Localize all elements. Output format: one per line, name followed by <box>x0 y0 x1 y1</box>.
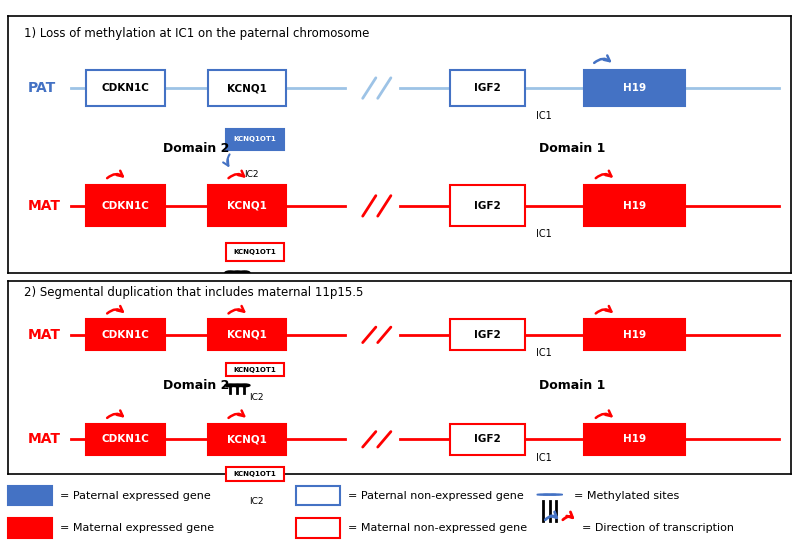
Text: KCNQ1OT1: KCNQ1OT1 <box>233 367 276 373</box>
Text: KCNQ1OT1: KCNQ1OT1 <box>233 249 276 255</box>
Bar <box>225 468 284 481</box>
Text: IC2: IC2 <box>244 170 259 179</box>
Circle shape <box>239 488 250 491</box>
Circle shape <box>225 271 236 275</box>
Text: Domain 1: Domain 1 <box>539 379 605 392</box>
Text: IGF2: IGF2 <box>475 201 501 211</box>
Circle shape <box>239 384 250 387</box>
Circle shape <box>232 271 243 275</box>
Bar <box>451 185 525 226</box>
Text: Domain 2: Domain 2 <box>163 142 229 155</box>
Text: Domain 2: Domain 2 <box>163 379 229 392</box>
Text: H19: H19 <box>623 83 646 93</box>
Bar <box>225 243 284 261</box>
Text: H19: H19 <box>623 330 646 340</box>
Text: = Methylated sites: = Methylated sites <box>574 491 680 501</box>
Text: H19: H19 <box>623 201 646 211</box>
Bar <box>208 185 286 226</box>
Circle shape <box>225 384 236 387</box>
Text: IC1: IC1 <box>536 348 552 358</box>
Text: = Paternal non-expressed gene: = Paternal non-expressed gene <box>348 491 523 501</box>
Bar <box>583 185 686 226</box>
Text: KCNQ1: KCNQ1 <box>227 201 267 211</box>
Text: IC2: IC2 <box>249 498 264 506</box>
Text: CDKN1C: CDKN1C <box>101 83 149 93</box>
Bar <box>225 129 284 149</box>
Bar <box>583 70 686 106</box>
Bar <box>451 70 525 106</box>
Text: IGF2: IGF2 <box>475 434 501 444</box>
Bar <box>296 518 340 537</box>
Bar <box>296 486 340 506</box>
Bar <box>451 424 525 455</box>
Bar <box>583 424 686 455</box>
Text: IGF2: IGF2 <box>475 330 501 340</box>
Text: IC1: IC1 <box>536 111 552 121</box>
Circle shape <box>543 494 556 495</box>
Bar <box>451 319 525 350</box>
Circle shape <box>232 488 243 491</box>
Text: KCNQ1: KCNQ1 <box>227 434 267 444</box>
Bar <box>86 319 165 350</box>
Circle shape <box>232 384 243 387</box>
Bar <box>208 70 286 106</box>
Text: H19: H19 <box>623 434 646 444</box>
Text: PAT: PAT <box>27 81 56 95</box>
Text: KCNQ1OT1: KCNQ1OT1 <box>233 471 276 477</box>
Bar <box>86 424 165 455</box>
Text: IC2: IC2 <box>249 393 264 402</box>
Bar <box>225 363 284 377</box>
Text: MAT: MAT <box>27 328 61 342</box>
Bar <box>208 319 286 350</box>
Text: IC1: IC1 <box>536 229 552 239</box>
Text: MAT: MAT <box>27 199 61 213</box>
Text: CDKN1C: CDKN1C <box>101 434 149 444</box>
Text: 2) Segmental duplication that includes maternal 11p15.5: 2) Segmental duplication that includes m… <box>24 287 363 300</box>
Text: 1) Loss of methylation at IC1 on the paternal chromosome: 1) Loss of methylation at IC1 on the pat… <box>24 27 369 40</box>
Text: KCNQ1: KCNQ1 <box>227 83 267 93</box>
Bar <box>8 486 52 506</box>
Text: = Maternal expressed gene: = Maternal expressed gene <box>60 523 214 533</box>
Bar <box>583 319 686 350</box>
Text: CDKN1C: CDKN1C <box>101 330 149 340</box>
Text: KCNQ1OT1: KCNQ1OT1 <box>233 136 276 142</box>
Bar <box>86 70 165 106</box>
Text: = Paternal expressed gene: = Paternal expressed gene <box>60 491 211 501</box>
Bar <box>208 424 286 455</box>
Bar <box>8 518 52 537</box>
Circle shape <box>537 494 550 495</box>
Text: = Maternal non-expressed gene: = Maternal non-expressed gene <box>348 523 527 533</box>
Circle shape <box>239 271 250 275</box>
Text: IGF2: IGF2 <box>475 83 501 93</box>
Text: IC1: IC1 <box>536 452 552 463</box>
Text: IC2: IC2 <box>249 283 264 292</box>
Circle shape <box>550 494 562 495</box>
Text: MAT: MAT <box>27 432 61 446</box>
Bar <box>86 185 165 226</box>
Text: Domain 1: Domain 1 <box>539 142 605 155</box>
Text: = Direction of transcription: = Direction of transcription <box>582 523 733 533</box>
Text: CDKN1C: CDKN1C <box>101 201 149 211</box>
Circle shape <box>225 488 236 491</box>
Text: KCNQ1: KCNQ1 <box>227 330 267 340</box>
